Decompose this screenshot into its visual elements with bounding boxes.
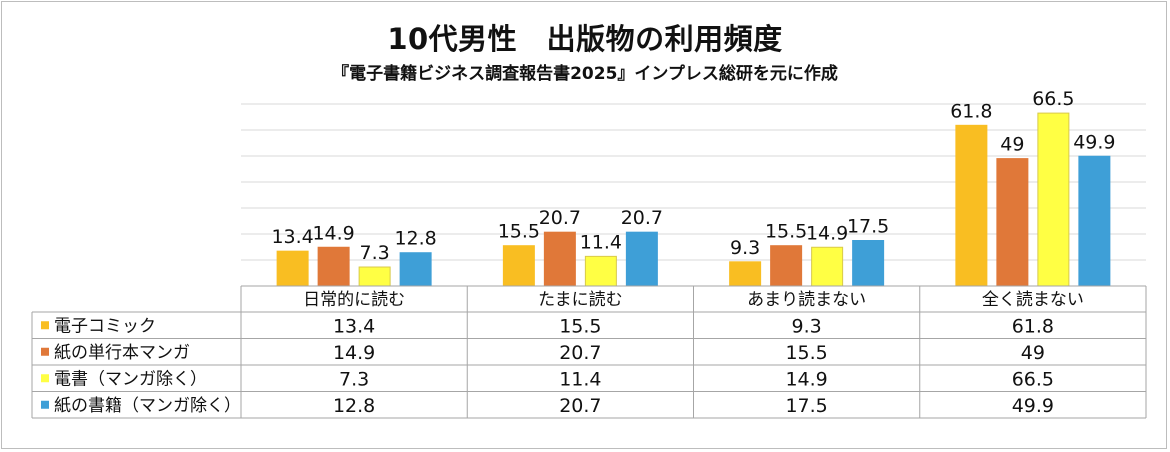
value-label: 66.5: [1032, 88, 1074, 110]
value-label: 20.7: [539, 207, 581, 229]
category-label: あまり読まない: [747, 290, 866, 310]
bar: [955, 124, 988, 287]
gridlines: [241, 103, 1146, 261]
table-cell-value: 13.4: [333, 315, 375, 337]
value-label: 12.8: [394, 228, 436, 250]
legend-key: [41, 347, 49, 356]
bar: [770, 245, 803, 287]
table-cell-value: 14.9: [333, 342, 375, 364]
value-label: 49.9: [1073, 131, 1115, 153]
category-label: 全く読まない: [982, 290, 1084, 310]
value-label: 14.9: [312, 222, 354, 244]
legend-key: [41, 321, 49, 330]
series-name: 電書（マンガ除く）: [54, 369, 207, 389]
table-cell-value: 17.5: [785, 395, 827, 417]
bar: [276, 250, 309, 287]
legend-key: [41, 374, 49, 383]
value-label: 49: [1000, 134, 1024, 156]
value-label: 20.7: [621, 207, 663, 229]
value-label: 7.3: [360, 242, 390, 264]
bar: [729, 261, 762, 287]
table-cell-value: 12.8: [333, 395, 375, 417]
value-label: 13.4: [271, 226, 313, 248]
series-name: 紙の単行本マンガ: [54, 343, 190, 363]
bar: [502, 245, 535, 287]
series-name: 電子コミック: [54, 316, 156, 336]
bar: [584, 255, 617, 287]
table-cell-value: 66.5: [1012, 368, 1054, 390]
series-name: 紙の書籍（マンガ除く）: [54, 396, 241, 416]
bar: [996, 158, 1029, 287]
category-label: 日常的に読む: [303, 290, 405, 310]
value-label: 9.3: [730, 237, 760, 259]
table-cell-value: 11.4: [559, 368, 601, 390]
table-cell-value: 15.5: [785, 342, 827, 364]
chart-subtitle: 『電子書籍ビジネス調査報告書2025』インプレス総研を元に作成: [332, 64, 838, 84]
bar: [543, 231, 576, 287]
table-cell-value: 7.3: [339, 368, 369, 390]
table-cell-value: 49.9: [1012, 395, 1054, 417]
bar: [625, 231, 658, 287]
bars: [276, 112, 1111, 287]
value-label: 61.8: [950, 100, 992, 122]
bar: [811, 246, 844, 287]
value-label: 15.5: [765, 221, 807, 243]
bar: [1078, 155, 1111, 287]
table-cell-value: 61.8: [1012, 315, 1054, 337]
table-cell-value: 15.5: [559, 315, 601, 337]
table-cell-value: 14.9: [785, 368, 827, 390]
table-cell-value: 20.7: [559, 395, 601, 417]
chart-title: 10代男性 出版物の利用頻度: [387, 22, 783, 56]
bar: [358, 266, 391, 287]
table-cell-value: 20.7: [559, 342, 601, 364]
bar: [1037, 112, 1070, 287]
value-label: 14.9: [806, 222, 848, 244]
table-cell-value: 9.3: [792, 315, 822, 337]
bar: [399, 252, 432, 287]
table-cell-value: 49: [1021, 342, 1045, 364]
legend-key: [41, 400, 49, 409]
value-labels: 13.414.97.312.8 15.520.711.420.79.315.514…: [271, 88, 1115, 264]
value-label: 17.5: [847, 216, 889, 238]
bar: [852, 240, 885, 287]
value-label: 11.4: [580, 231, 622, 253]
category-label: たまに読む: [538, 290, 623, 310]
value-label: 15.5: [498, 221, 540, 243]
bar: [317, 246, 350, 287]
